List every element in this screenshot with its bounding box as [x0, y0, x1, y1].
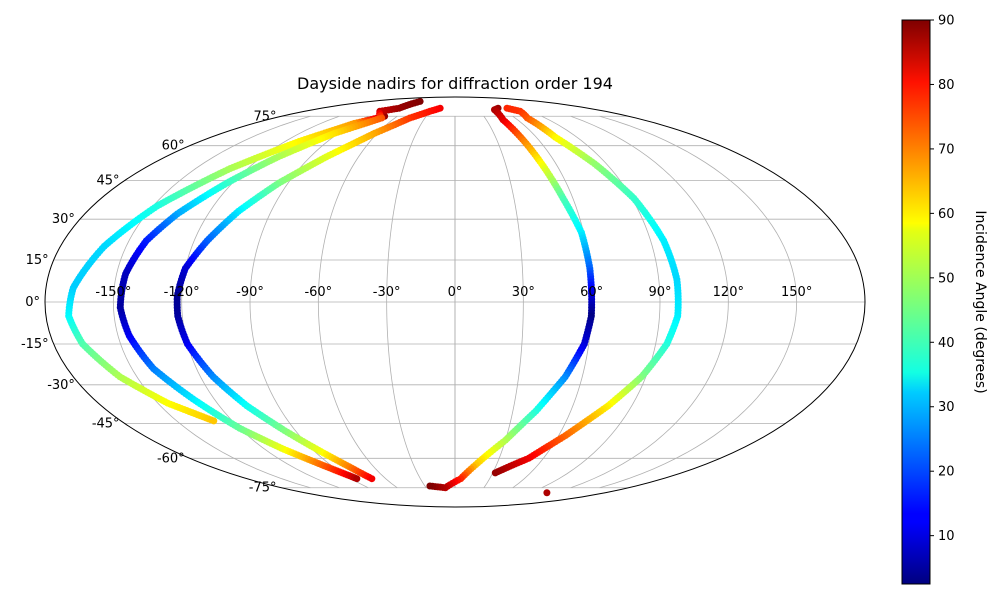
- latitude-tick-label: 45°: [97, 174, 120, 189]
- longitude-tick-labels: -150° -120° -90° -60° -30° 0° 30° 60° 90° 120° 150…: [95, 285, 812, 300]
- latitude-tick-labels: 75° 60° 45° 30° 15° 0° -15° -30° -45° -60° -75°: [21, 109, 277, 495]
- latitude-tick-label: 60°: [162, 139, 185, 154]
- latitude-tick-label: -75°: [249, 481, 277, 496]
- colorbar-tick-label: 90: [938, 14, 955, 29]
- data-point: [543, 489, 551, 497]
- latitude-tick-label: -30°: [47, 378, 75, 393]
- latitude-tick-label: 75°: [253, 109, 276, 124]
- longitude-tick-label: 0°: [448, 285, 463, 300]
- longitude-gridline: [599, 115, 798, 489]
- longitude-gridline: [317, 115, 398, 489]
- colorbar-tick-label: 20: [938, 465, 955, 480]
- data-point: [210, 417, 218, 425]
- graticule-grid: [45, 115, 865, 489]
- colorbar-tick-label: 40: [938, 336, 955, 351]
- chart-title: Dayside nadirs for diffraction order 194: [297, 74, 613, 93]
- longitude-gridline: [541, 115, 661, 489]
- longitude-tick-label: -90°: [236, 285, 264, 300]
- latitude-tick-label: -60°: [157, 451, 185, 466]
- latitude-tick-label: 30°: [52, 212, 75, 227]
- latitude-tick-label: 15°: [26, 253, 49, 268]
- longitude-tick-label: 150°: [781, 285, 812, 300]
- colorbar-tick-label: 80: [938, 78, 955, 93]
- data-point: [491, 469, 499, 477]
- longitude-tick-label: -120°: [164, 285, 200, 300]
- colorbar-label: Incidence Angle (degrees): [972, 210, 988, 393]
- colorbar-tick-label: 70: [938, 142, 955, 157]
- longitude-tick-label: 30°: [512, 285, 535, 300]
- colorbar-tick-label: 60: [938, 207, 955, 222]
- longitude-tick-label: -30°: [373, 285, 401, 300]
- longitude-tick-label: 90°: [648, 285, 671, 300]
- latitude-tick-label: 0°: [25, 295, 40, 310]
- data-point: [353, 475, 361, 483]
- longitude-gridline: [386, 116, 427, 488]
- longitude-gridline: [112, 115, 311, 489]
- colorbar-ticks: 10 20 30 40 50 60 70 80 90: [930, 14, 955, 544]
- colorbar-gradient: [901, 19, 931, 585]
- longitude-tick-label: 60°: [580, 285, 603, 300]
- data-point: [426, 482, 434, 490]
- longitude-tick-label: -60°: [304, 285, 332, 300]
- latitude-tick-label: -45°: [92, 416, 120, 431]
- longitude-gridline: [570, 115, 729, 489]
- colorbar-tick-label: 50: [938, 271, 955, 286]
- latitude-tick-label: -15°: [21, 337, 49, 352]
- longitude-tick-label: 120°: [713, 285, 744, 300]
- map-outline: [44, 96, 866, 508]
- colorbar-tick-label: 10: [938, 529, 955, 544]
- colorbar: 10 20 30 40 50 60 70 80 90 Incidence Angle (degr…: [901, 14, 988, 585]
- data-point: [368, 475, 376, 483]
- data-points: [65, 97, 682, 497]
- longitude-tick-label: -150°: [95, 285, 131, 300]
- colorbar-tick-label: 30: [938, 400, 955, 415]
